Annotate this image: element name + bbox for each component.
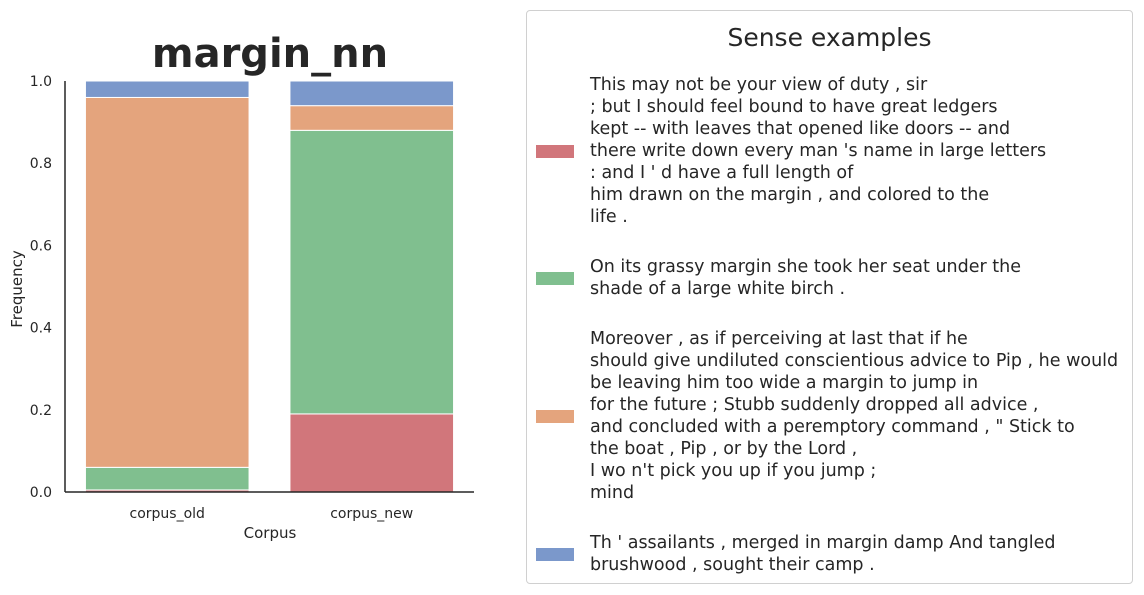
legend-text-line: be leaving him too wide a margin to jump…: [590, 373, 979, 393]
x-axis-label: Corpus: [244, 524, 297, 542]
legend-text-line: should give undiluted conscientious advi…: [590, 351, 1119, 371]
legend-text: Moreover , as if perceiving at last that…: [590, 328, 1118, 504]
legend-text-line: shade of a large white birch .: [590, 279, 846, 299]
legend-text-line: and concluded with a peremptory command …: [590, 417, 1075, 437]
legend-title: Sense examples: [727, 23, 932, 52]
legend-text-line: the boat , Pip , or by the Lord ,: [590, 439, 858, 459]
legend-text: Th ' assailants , merged in margin damp …: [590, 532, 1055, 576]
legend-text: On its grassy margin she took her seat u…: [590, 256, 1021, 300]
legend-text-line: On its grassy margin she took her seat u…: [590, 257, 1021, 277]
chart-title: margin_nn: [152, 31, 388, 77]
chart: margin_nn 0.00.20.40.60.81.0 corpus_old c…: [8, 31, 474, 542]
legend-entry: Th ' assailants , merged in margin damp …: [527, 532, 1132, 576]
y-tick-label: 1.0: [30, 74, 52, 90]
bar-corpus_new-series-3: [289, 80, 455, 107]
legend: Sense examples This may not be your view…: [526, 10, 1133, 584]
legend-text-line: life .: [590, 207, 628, 227]
bar-corpus_old-series-1: [84, 466, 250, 491]
y-tick-label: 0.0: [30, 485, 52, 501]
x-tick-label: corpus_old: [130, 506, 205, 522]
legend-text-line: mind: [590, 483, 635, 503]
legend-text-line: : and I ' d have a full length of: [590, 163, 854, 183]
legend-text-line: Moreover , as if perceiving at last that…: [590, 329, 968, 349]
bar-corpus_new-series-1: [289, 129, 455, 415]
bar-corpus_old-series-3: [84, 80, 250, 98]
x-tick-label: corpus_new: [330, 506, 413, 522]
legend-text-line: for the future ; Stubb suddenly dropped …: [590, 395, 1039, 415]
legend-text-line: I wo n't pick you up if you jump ;: [590, 461, 877, 481]
bar-corpus_old-series-2: [84, 96, 250, 468]
x-axis-ticks: corpus_old corpus_new: [130, 506, 414, 522]
legend-text-line: Th ' assailants , merged in margin damp …: [590, 533, 1056, 553]
y-tick-label: 0.8: [30, 156, 52, 172]
legend-text-line: brushwood , sought their camp .: [590, 555, 875, 575]
legend-text-line: kept -- with leaves that opened like doo…: [590, 119, 1011, 139]
legend-text: This may not be your view of duty , sir;…: [590, 74, 1046, 228]
y-tick-label: 0.4: [30, 321, 52, 337]
legend-swatch: [536, 410, 574, 423]
legend-entry: This may not be your view of duty , sir;…: [527, 74, 1132, 228]
y-tick-label: 0.2: [30, 403, 52, 419]
legend-entry: On its grassy margin she took her seat u…: [527, 256, 1132, 300]
legend-text-line: there write down every man 's name in la…: [590, 141, 1047, 161]
bar-corpus_new-series-0: [289, 413, 455, 493]
legend-swatch: [536, 145, 574, 158]
bar-corpus_new-series-2: [289, 105, 455, 131]
legend-text-line: him drawn on the margin , and colored to…: [590, 185, 990, 205]
legend-entry: Moreover , as if perceiving at last that…: [527, 328, 1132, 504]
legend-swatch: [536, 548, 574, 561]
y-axis-label: Frequency: [8, 250, 26, 328]
legend-swatch: [536, 272, 574, 285]
bars-group: [84, 80, 455, 493]
legend-text-line: ; but I should feel bound to have great …: [590, 97, 998, 117]
y-tick-label: 0.6: [30, 238, 52, 254]
y-axis-ticks: 0.0 0.2 0.4 0.6 0.8 1.0: [30, 74, 52, 501]
legend-text-line: This may not be your view of duty , sir: [590, 75, 928, 95]
